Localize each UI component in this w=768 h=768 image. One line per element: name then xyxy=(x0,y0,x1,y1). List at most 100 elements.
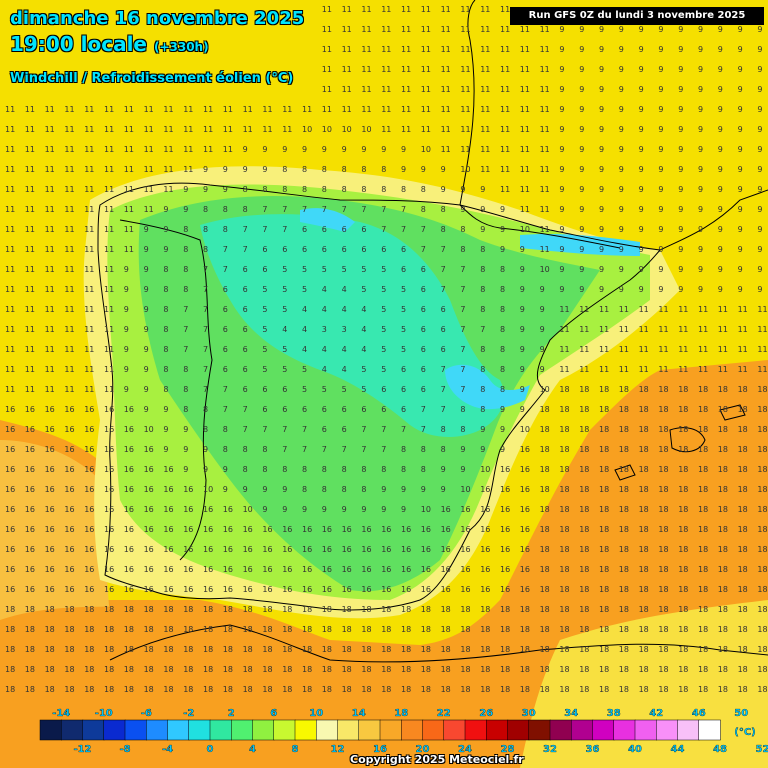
grid-value: 11 xyxy=(104,365,114,374)
grid-value: 7 xyxy=(421,405,426,414)
legend-swatch xyxy=(337,719,360,741)
grid-value: 6 xyxy=(322,245,327,254)
grid-value: 16 xyxy=(5,585,15,594)
grid-value: 9 xyxy=(599,285,604,294)
grid-value: 11 xyxy=(84,325,94,334)
grid-value: 6 xyxy=(302,245,307,254)
grid-value: 9 xyxy=(678,85,683,94)
grid-value: 18 xyxy=(223,605,233,614)
grid-value: 9 xyxy=(738,25,743,34)
grid-value: 18 xyxy=(738,545,748,554)
grid-value: 9 xyxy=(738,285,743,294)
grid-value: 18 xyxy=(678,485,688,494)
grid-value: 9 xyxy=(163,445,168,454)
grid-value: 11 xyxy=(520,185,530,194)
grid-value: 9 xyxy=(144,305,149,314)
grid-value: 18 xyxy=(540,485,550,494)
grid-value: 10 xyxy=(203,485,213,494)
grid-value: 18 xyxy=(599,445,609,454)
grid-value: 9 xyxy=(599,25,604,34)
grid-value: 9 xyxy=(599,245,604,254)
grid-value: 16 xyxy=(144,525,154,534)
grid-value: 16 xyxy=(460,545,470,554)
grid-value: 16 xyxy=(342,565,352,574)
grid-value: 18 xyxy=(124,645,134,654)
grid-value: 8 xyxy=(262,445,267,454)
grid-value: 4 xyxy=(302,345,307,354)
grid-value: 18 xyxy=(540,665,550,674)
grid-value: 11 xyxy=(64,185,74,194)
legend-bottom-label: 16 xyxy=(373,744,387,755)
grid-value: 11 xyxy=(25,165,35,174)
grid-value: 6 xyxy=(401,405,406,414)
grid-value: 9 xyxy=(302,145,307,154)
grid-value: 18 xyxy=(302,625,312,634)
grid-value: 16 xyxy=(243,525,253,534)
legend-swatch xyxy=(549,719,572,741)
grid-value: 18 xyxy=(203,605,213,614)
grid-value: 6 xyxy=(243,305,248,314)
grid-value: 11 xyxy=(104,305,114,314)
grid-value: 18 xyxy=(658,645,668,654)
grid-value: 18 xyxy=(5,625,15,634)
grid-value: 18 xyxy=(243,685,253,694)
grid-value: 9 xyxy=(718,25,723,34)
grid-value: 9 xyxy=(203,185,208,194)
grid-value: 16 xyxy=(223,545,233,554)
grid-value: 18 xyxy=(579,425,589,434)
grid-value: 8 xyxy=(500,265,505,274)
grid-value: 11 xyxy=(500,165,510,174)
grid-value: 9 xyxy=(738,65,743,74)
grid-value: 9 xyxy=(441,185,446,194)
grid-value: 9 xyxy=(381,505,386,514)
grid-value: 18 xyxy=(698,405,708,414)
grid-value: 11 xyxy=(698,325,708,334)
grid-value: 11 xyxy=(540,185,550,194)
legend-swatch xyxy=(443,719,466,741)
grid-value: 11 xyxy=(64,365,74,374)
grid-value: 18 xyxy=(540,605,550,614)
legend-bottom-label: 24 xyxy=(458,744,472,755)
grid-value: 5 xyxy=(302,265,307,274)
grid-value: 18 xyxy=(738,645,748,654)
grid-value: 16 xyxy=(441,525,451,534)
grid-value: 11 xyxy=(163,185,173,194)
grid-value: 18 xyxy=(361,665,371,674)
grid-value: 11 xyxy=(5,205,15,214)
grid-value: 11 xyxy=(678,325,688,334)
grid-value: 11 xyxy=(84,225,94,234)
grid-value: 18 xyxy=(599,405,609,414)
grid-value: 18 xyxy=(282,625,292,634)
grid-value: 18 xyxy=(223,685,233,694)
date-title: dimanche 16 novembre 2025 xyxy=(10,8,305,29)
legend-bottom-label: 52 xyxy=(756,744,768,755)
grid-value: 8 xyxy=(500,385,505,394)
grid-value: 18 xyxy=(460,665,470,674)
grid-value: 9 xyxy=(718,145,723,154)
grid-value: 6 xyxy=(342,225,347,234)
grid-value: 9 xyxy=(658,185,663,194)
time-title: 19:00 locale (+330h) xyxy=(10,32,209,56)
grid-value: 5 xyxy=(342,385,347,394)
grid-value: 18 xyxy=(599,485,609,494)
grid-value: 9 xyxy=(619,105,624,114)
grid-value: 18 xyxy=(559,405,569,414)
grid-value: 16 xyxy=(84,585,94,594)
coast-france xyxy=(459,0,476,206)
grid-value: 18 xyxy=(322,625,332,634)
grid-value: 8 xyxy=(361,165,366,174)
grid-value: 9 xyxy=(619,65,624,74)
legend-swatch xyxy=(571,719,594,741)
grid-value: 6 xyxy=(421,305,426,314)
grid-value: 16 xyxy=(520,485,530,494)
grid-value: 11 xyxy=(84,285,94,294)
grid-value: 9 xyxy=(738,145,743,154)
grid-value: 11 xyxy=(144,145,154,154)
grid-value: 6 xyxy=(243,385,248,394)
grid-value: 9 xyxy=(559,145,564,154)
grid-value: 9 xyxy=(579,225,584,234)
grid-value: 16 xyxy=(163,485,173,494)
grid-value: 4 xyxy=(342,285,347,294)
grid-value: 18 xyxy=(619,625,629,634)
grid-value: 18 xyxy=(599,525,609,534)
